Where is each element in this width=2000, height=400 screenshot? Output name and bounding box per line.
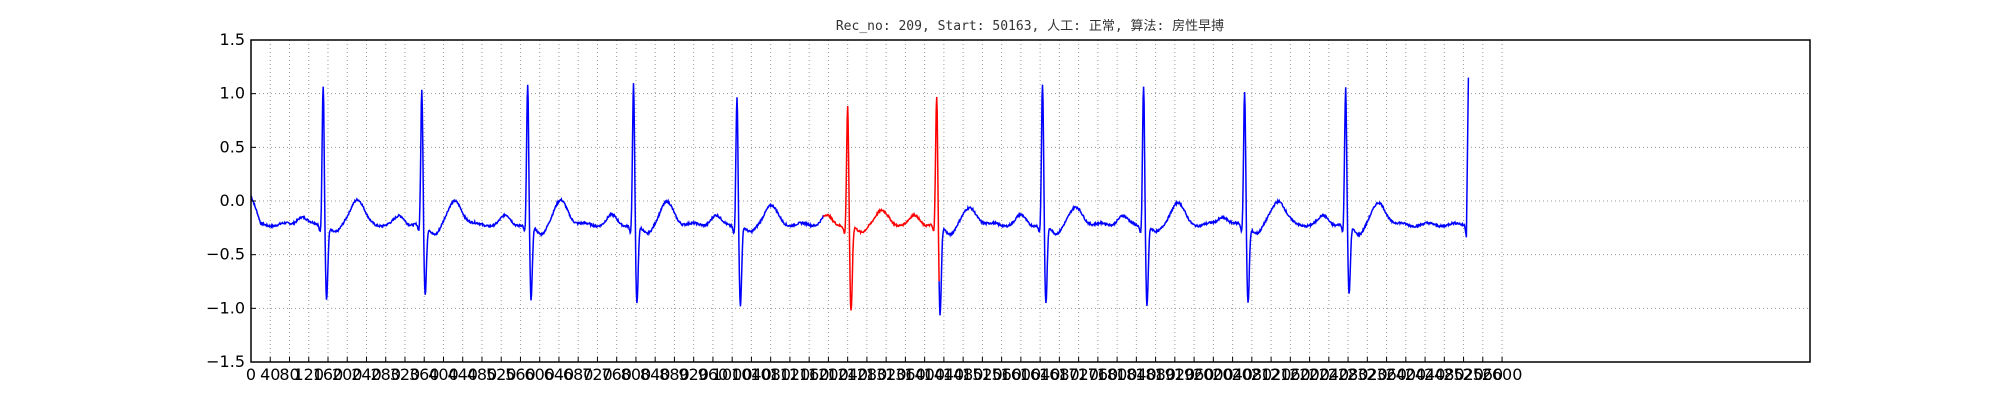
x-tick-label: 480 [467,365,498,384]
x-tick-label: 2560 [1462,365,1503,384]
x-tick-label: 1200 [808,365,849,384]
x-tick-label: 1960 [1174,365,1215,384]
y-tick-label: −1.5 [206,352,245,371]
y-tick-label: 1.5 [220,30,245,49]
x-tick-label: 1000 [712,365,753,384]
y-tick-label: 1.0 [220,84,245,103]
x-tick-label: 200 [332,365,363,384]
x-tick-label: 360 [409,365,440,384]
y-tick-label: −0.5 [206,245,245,264]
x-tick-label: 2120 [1251,365,1292,384]
x-tick-label: 160 [313,365,344,384]
x-tick-label: 320 [390,365,421,384]
x-tick-label: 2520 [1443,365,1484,384]
x-tick-label: 680 [563,365,594,384]
x-tick-label: 2440 [1405,365,1446,384]
x-tick-label: 1600 [1001,365,1042,384]
x-tick-label: 1280 [847,365,888,384]
ecg-series [250,77,1470,316]
x-tick-label: 600 [524,365,555,384]
chart-title: Rec_no: 209, Start: 50163, 人工: 正常, 算法: 房… [836,18,1224,34]
x-tick-label: 440 [447,365,478,384]
x-tick-label: 1640 [1020,365,1061,384]
x-tick-label: 1440 [924,365,965,384]
ecg-trace-highlighted-beat [822,96,940,311]
grid-lines [250,39,1810,363]
x-tick-label: 1360 [885,365,926,384]
x-tick-label: 1160 [789,365,830,384]
x-tick-label: 1720 [1058,365,1099,384]
x-tick-label: 560 [505,365,536,384]
x-tick-label: 1560 [981,365,1022,384]
x-tick-label: 1840 [1116,365,1157,384]
x-tick-label: 1120 [770,365,811,384]
x-tick-label: 40 [260,365,280,384]
y-tick-label: 0.0 [220,191,245,210]
x-tick-label: 960 [698,365,729,384]
x-tick-label: 400 [428,365,459,384]
x-tick-label: 2480 [1424,365,1465,384]
x-tick-label: 2280 [1328,365,1369,384]
x-tick-label: 520 [486,365,517,384]
ecg-trace-before [250,83,825,307]
x-tick-label: 2360 [1366,365,1407,384]
x-tick-label: 2600 [1482,365,1523,384]
x-tick-label: 1920 [1154,365,1195,384]
x-tick-label: 760 [601,365,632,384]
x-tick-label: 2080 [1231,365,1272,384]
x-tick-label: 1040 [731,365,772,384]
x-tick-label: 2400 [1385,365,1426,384]
x-tick-label: 2240 [1308,365,1349,384]
x-tick-label: 920 [678,365,709,384]
x-tick-label: 1080 [750,365,791,384]
x-tick-label: 1760 [1078,365,1119,384]
x-tick-label: 2000 [1193,365,1234,384]
x-tick-label: 1520 [962,365,1003,384]
x-tick-label: 1400 [904,365,945,384]
x-tick-label: 720 [582,365,613,384]
ecg-trace-after [938,77,1470,316]
x-tick-label: 1880 [1135,365,1176,384]
x-tick-label: 2160 [1270,365,1311,384]
x-tick-label: 800 [621,365,652,384]
x-tick-label: 2040 [1212,365,1253,384]
x-tick-label: 1680 [1039,365,1080,384]
x-tick-label: 240 [351,365,382,384]
x-tick-label: 840 [640,365,671,384]
x-tick-label: 1800 [1097,365,1138,384]
x-tick-label: 880 [659,365,690,384]
x-tick-label: 2320 [1347,365,1388,384]
x-tick-label: 1240 [827,365,868,384]
x-tick-label: 0 [246,365,256,384]
x-tick-label: 1320 [866,365,907,384]
x-tick-label: 640 [544,365,575,384]
y-tick-label: −1.0 [206,298,245,317]
x-tick-label: 1480 [943,365,984,384]
x-tick-label: 2200 [1289,365,1330,384]
x-axis: 0 408012016020024028032036040044048052056… [246,357,1523,384]
x-tick-label: 120 [293,365,324,384]
x-tick-label: 80 [279,365,299,384]
y-tick-label: 0.5 [220,137,245,156]
x-tick-label: 280 [370,365,401,384]
y-axis: −1.5 −1.0 −0.5 0.0 0.5 1.0 1.5 [206,30,256,371]
